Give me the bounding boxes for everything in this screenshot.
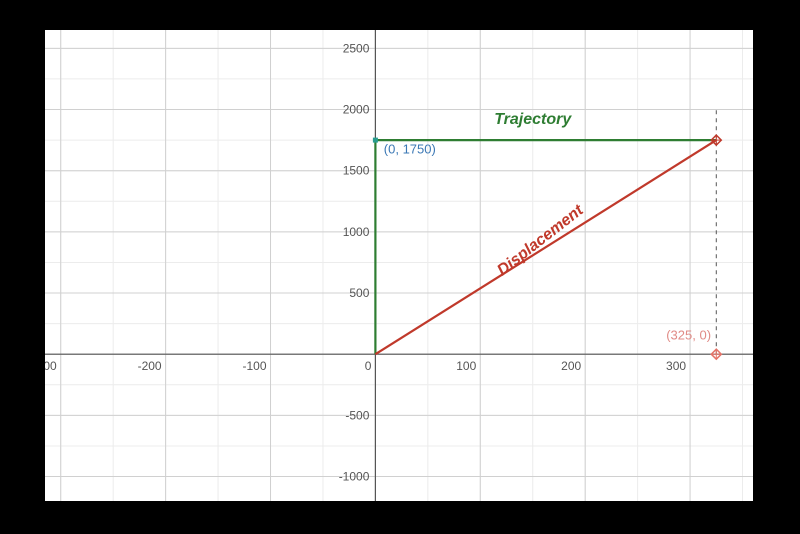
x-tick-label: -300 [45,359,57,373]
point-label: (325, 0) [666,328,711,343]
y-tick-label: 2500 [343,41,370,55]
y-tick-label: 1000 [343,225,370,239]
x-tick-label: 100 [456,359,476,373]
y-tick-label: 2000 [343,103,370,117]
marker [373,138,378,143]
trajectory-label: Trajectory [494,111,572,128]
x-tick-label: 300 [666,359,686,373]
y-tick-label: 1500 [343,164,370,178]
plot-svg: -300-200-1000100200300-1000-500500100015… [45,30,753,501]
y-tick-label: -1000 [339,470,370,484]
point-label: (0, 1750) [384,142,436,157]
y-tick-label: 500 [349,286,369,300]
chart-canvas: -300-200-1000100200300-1000-500500100015… [45,30,753,501]
displacement-label: Displacement [494,201,587,279]
displacement-line [375,140,716,354]
x-tick-label: -100 [242,359,266,373]
x-tick-label: 0 [365,359,372,373]
x-tick-label: 200 [561,359,581,373]
y-tick-label: -500 [345,408,369,422]
x-tick-label: -200 [138,359,162,373]
